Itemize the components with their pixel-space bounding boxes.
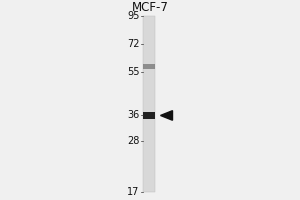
- Text: 28: 28: [127, 136, 140, 146]
- Text: 72: 72: [127, 39, 140, 49]
- FancyBboxPatch shape: [142, 16, 154, 192]
- Text: 95: 95: [127, 11, 140, 21]
- Text: 55: 55: [127, 67, 140, 77]
- Text: 36: 36: [127, 110, 140, 120]
- Text: 17: 17: [127, 187, 140, 197]
- Text: MCF-7: MCF-7: [132, 1, 168, 14]
- FancyBboxPatch shape: [142, 112, 154, 119]
- Polygon shape: [160, 111, 172, 120]
- FancyBboxPatch shape: [142, 64, 154, 69]
